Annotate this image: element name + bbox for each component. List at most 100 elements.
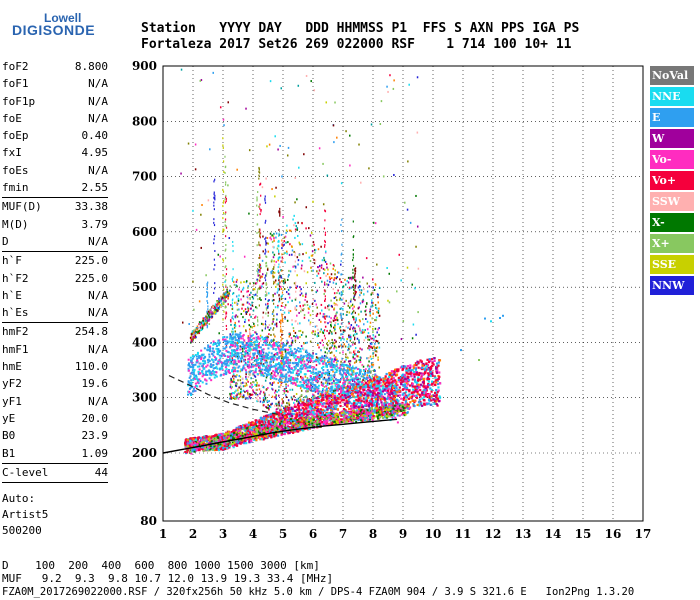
echo-point (257, 270, 259, 273)
echo-point (374, 399, 377, 402)
echo-point (330, 386, 333, 389)
echo-point (188, 364, 191, 367)
echo-point (313, 372, 316, 375)
echo-point (245, 377, 247, 380)
echo-point (283, 278, 286, 281)
echo-point (316, 289, 319, 292)
echo-point (242, 337, 244, 340)
echo-point (306, 396, 309, 399)
echo-point (252, 363, 255, 366)
echo-point (369, 310, 371, 313)
echo-point (287, 371, 290, 374)
echo-point (350, 278, 353, 281)
echo-point (265, 294, 267, 297)
param-row: fmin 2.55 (2, 179, 108, 196)
echo-point (287, 288, 290, 291)
echo-point (294, 266, 297, 269)
echo-point (330, 317, 332, 320)
echo-point (291, 388, 294, 391)
echo-point (273, 371, 276, 374)
echo-point (212, 373, 215, 376)
echo-point (252, 390, 255, 393)
echo-point (316, 335, 318, 338)
echo-point (377, 296, 379, 299)
echo-point (280, 260, 282, 263)
echo-point (277, 403, 280, 406)
echo-point (302, 253, 304, 256)
echo-point (291, 299, 293, 302)
echo-point (247, 309, 250, 312)
echo-point (392, 406, 395, 409)
echo-point (262, 356, 265, 359)
echo-point (279, 274, 281, 277)
echo-point (324, 244, 326, 247)
echo-point (326, 383, 329, 386)
echo-point (259, 339, 262, 342)
echo-point (364, 417, 367, 420)
echo-point (224, 224, 226, 227)
echo-point (229, 392, 231, 395)
echo-point (206, 296, 208, 299)
echo-point (296, 227, 299, 230)
echo-point (250, 291, 252, 294)
param-key: h`E (2, 288, 22, 302)
echo-point (232, 354, 235, 357)
echo-point (438, 396, 442, 399)
echo-point (342, 329, 345, 332)
echo-point (187, 367, 190, 370)
echo-point (275, 394, 277, 397)
echo-point (234, 355, 237, 358)
echo-point (338, 298, 341, 301)
echo-point (361, 386, 363, 389)
echo-point (272, 340, 274, 343)
echo-point (231, 344, 234, 347)
echo-point (422, 389, 425, 392)
echo-point (356, 368, 359, 371)
echo-point (285, 358, 288, 361)
echo-point (346, 340, 348, 343)
echo-point (307, 370, 310, 373)
echo-point (229, 352, 232, 355)
echo-point (288, 374, 291, 377)
echo-point (359, 370, 362, 373)
echo-point (307, 361, 310, 364)
echo-point (353, 338, 356, 341)
echo-point (314, 375, 317, 378)
echo-point (273, 232, 275, 235)
echo-point (298, 402, 301, 405)
echo-point (390, 373, 393, 376)
echo-point (317, 342, 319, 345)
echo-point (414, 386, 417, 390)
echo-point (316, 377, 318, 380)
echo-point (255, 364, 258, 367)
echo-point (256, 280, 259, 283)
echo-point (354, 278, 356, 281)
echo-point (371, 317, 373, 320)
echo-point (417, 366, 420, 369)
echo-point (235, 375, 237, 378)
echo-point (289, 422, 292, 425)
echo-point (280, 345, 282, 348)
echo-point (323, 346, 326, 349)
echo-point (240, 346, 243, 349)
echo-point (379, 376, 382, 379)
echo-point (278, 378, 281, 381)
echo-point (324, 260, 327, 263)
echo-point (266, 368, 269, 371)
echo-point (427, 372, 430, 375)
echo-point (372, 355, 375, 358)
echo-point (285, 362, 288, 365)
echo-point (287, 241, 289, 244)
echo-point (352, 389, 355, 392)
echo-point (327, 377, 330, 380)
echo-point (235, 314, 237, 317)
echo-point (435, 362, 439, 365)
param-row: yE 20.0 (2, 410, 108, 427)
echo-point (344, 283, 347, 286)
echo-point (352, 373, 355, 376)
echo-point (268, 341, 271, 344)
echo-point (255, 282, 257, 285)
echo-point (246, 311, 248, 314)
echo-point (273, 253, 276, 256)
echo-point (391, 416, 394, 419)
